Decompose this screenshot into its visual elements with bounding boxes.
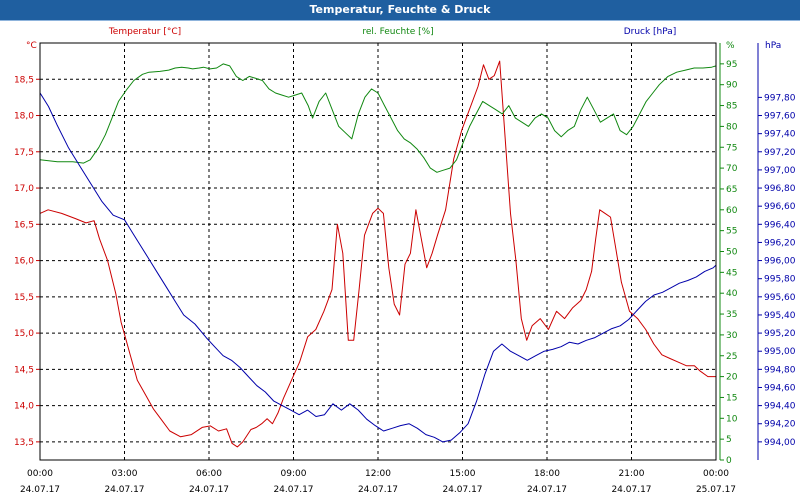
x-tick-time: 18:00 xyxy=(534,469,560,479)
x-tick-date: 24.07.17 xyxy=(442,485,482,495)
temperature-line xyxy=(39,60,716,448)
humidity-tick-label: 45 xyxy=(726,268,737,278)
humidity-tick-label: 90 xyxy=(726,81,738,91)
pressure-unit: hPa xyxy=(765,41,781,51)
x-tick-date: 24.07.17 xyxy=(189,485,229,495)
humidity-tick-label: 65 xyxy=(726,185,737,195)
pressure-tick-label: 997,40 xyxy=(764,130,796,140)
humidity-tick-label: 15 xyxy=(726,393,737,403)
pressure-tick-label: 996,20 xyxy=(764,238,796,248)
x-tick-date: 24.07.17 xyxy=(273,485,313,495)
x-tick-time: 06:00 xyxy=(196,469,222,479)
pressure-tick-label: 994,80 xyxy=(764,365,796,375)
temp-tick-label: 18,5 xyxy=(14,75,34,85)
x-tick-time: 00:00 xyxy=(703,469,729,479)
humidity-line xyxy=(39,63,717,173)
humidity-axis-label: rel. Feuchte [%] xyxy=(362,27,433,37)
humidity-tick-label: 30 xyxy=(726,331,738,341)
humidity-tick-label: 80 xyxy=(726,122,738,132)
humidity-tick-label: 10 xyxy=(726,414,738,424)
x-tick-time: 21:00 xyxy=(619,469,645,479)
x-tick-date: 24.07.17 xyxy=(104,485,144,495)
plot-frame xyxy=(39,42,717,461)
humidity-tick-label: 5 xyxy=(726,435,732,445)
pressure-tick-label: 995,40 xyxy=(764,311,796,321)
axes-layer: 00:00 24.07.17 03:00 24.07.17 06:00 24.07.17 0… xyxy=(14,42,796,495)
x-tick-time: 09:00 xyxy=(281,469,307,479)
x-tick-date: 24.07.17 xyxy=(611,485,651,495)
pressure-tick-label: 996,80 xyxy=(764,184,796,194)
x-tick-date: 24.07.17 xyxy=(20,485,60,495)
humidity-tick-label: 25 xyxy=(726,352,737,362)
pressure-tick-label: 996,60 xyxy=(764,202,796,212)
pressure-tick-label: 996,40 xyxy=(764,220,796,230)
temp-tick-label: 16,5 xyxy=(14,220,34,230)
humidity-tick-label: 85 xyxy=(726,102,737,112)
humidity-tick-label: 60 xyxy=(726,206,738,216)
humidity-unit: % xyxy=(726,41,735,51)
pressure-tick-label: 994,20 xyxy=(764,420,796,430)
grid xyxy=(40,43,716,460)
x-tick-time: 03:00 xyxy=(112,469,138,479)
x-tick-time: 00:00 xyxy=(27,469,53,479)
temp-tick-label: 16,0 xyxy=(14,257,34,267)
humidity-tick-label: 20 xyxy=(726,373,738,383)
pressure-tick-label: 995,00 xyxy=(764,347,796,357)
humidity-tick-label: 95 xyxy=(726,60,737,70)
humidity-tick-label: 70 xyxy=(726,164,738,174)
x-tick-date: 25.07.17 xyxy=(696,485,736,495)
pressure-tick-label: 995,80 xyxy=(764,275,796,285)
x-tick-date: 24.07.17 xyxy=(358,485,398,495)
temp-tick-label: 17,0 xyxy=(14,184,34,194)
pressure-tick-label: 996,00 xyxy=(764,257,796,267)
temp-tick-label: 18,0 xyxy=(14,112,34,122)
temp-tick-label: 14,0 xyxy=(14,402,34,412)
pressure-tick-label: 997,20 xyxy=(764,148,796,158)
humidity-tick-label: 55 xyxy=(726,227,737,237)
pressure-axis-label: Druck [hPa] xyxy=(624,27,677,37)
x-tick-time: 15:00 xyxy=(450,469,476,479)
temp-tick-label: 15,5 xyxy=(14,293,34,303)
pressure-tick-label: 994,60 xyxy=(764,383,796,393)
pressure-tick-label: 995,60 xyxy=(764,293,796,303)
temp-tick-label: 15,0 xyxy=(14,329,34,339)
x-tick-date: 24.07.17 xyxy=(527,485,567,495)
pressure-tick-label: 994,00 xyxy=(764,438,796,448)
humidity-tick-label: 40 xyxy=(726,289,738,299)
pressure-tick-label: 997,00 xyxy=(764,166,796,176)
pressure-line xyxy=(39,92,717,443)
series-layer xyxy=(39,60,717,448)
pressure-tick-label: 995,20 xyxy=(764,329,796,339)
humidity-tick-label: 50 xyxy=(726,248,738,258)
pressure-tick-label: 994,40 xyxy=(764,402,796,412)
pressure-tick-label: 997,80 xyxy=(764,93,796,103)
temp-axis-label: Temperatur [°C] xyxy=(108,27,181,37)
temp-tick-label: 13,5 xyxy=(14,438,34,448)
temp-unit: °C xyxy=(26,41,37,51)
temp-tick-label: 17,5 xyxy=(14,148,34,158)
humidity-tick-label: 0 xyxy=(726,456,732,466)
humidity-tick-label: 75 xyxy=(726,143,737,153)
humidity-tick-label: 35 xyxy=(726,310,737,320)
pressure-tick-label: 997,60 xyxy=(764,112,796,122)
x-tick-time: 12:00 xyxy=(365,469,391,479)
window-title: Temperatur, Feuchte & Druck xyxy=(0,0,800,21)
temp-tick-label: 14,5 xyxy=(14,365,34,375)
